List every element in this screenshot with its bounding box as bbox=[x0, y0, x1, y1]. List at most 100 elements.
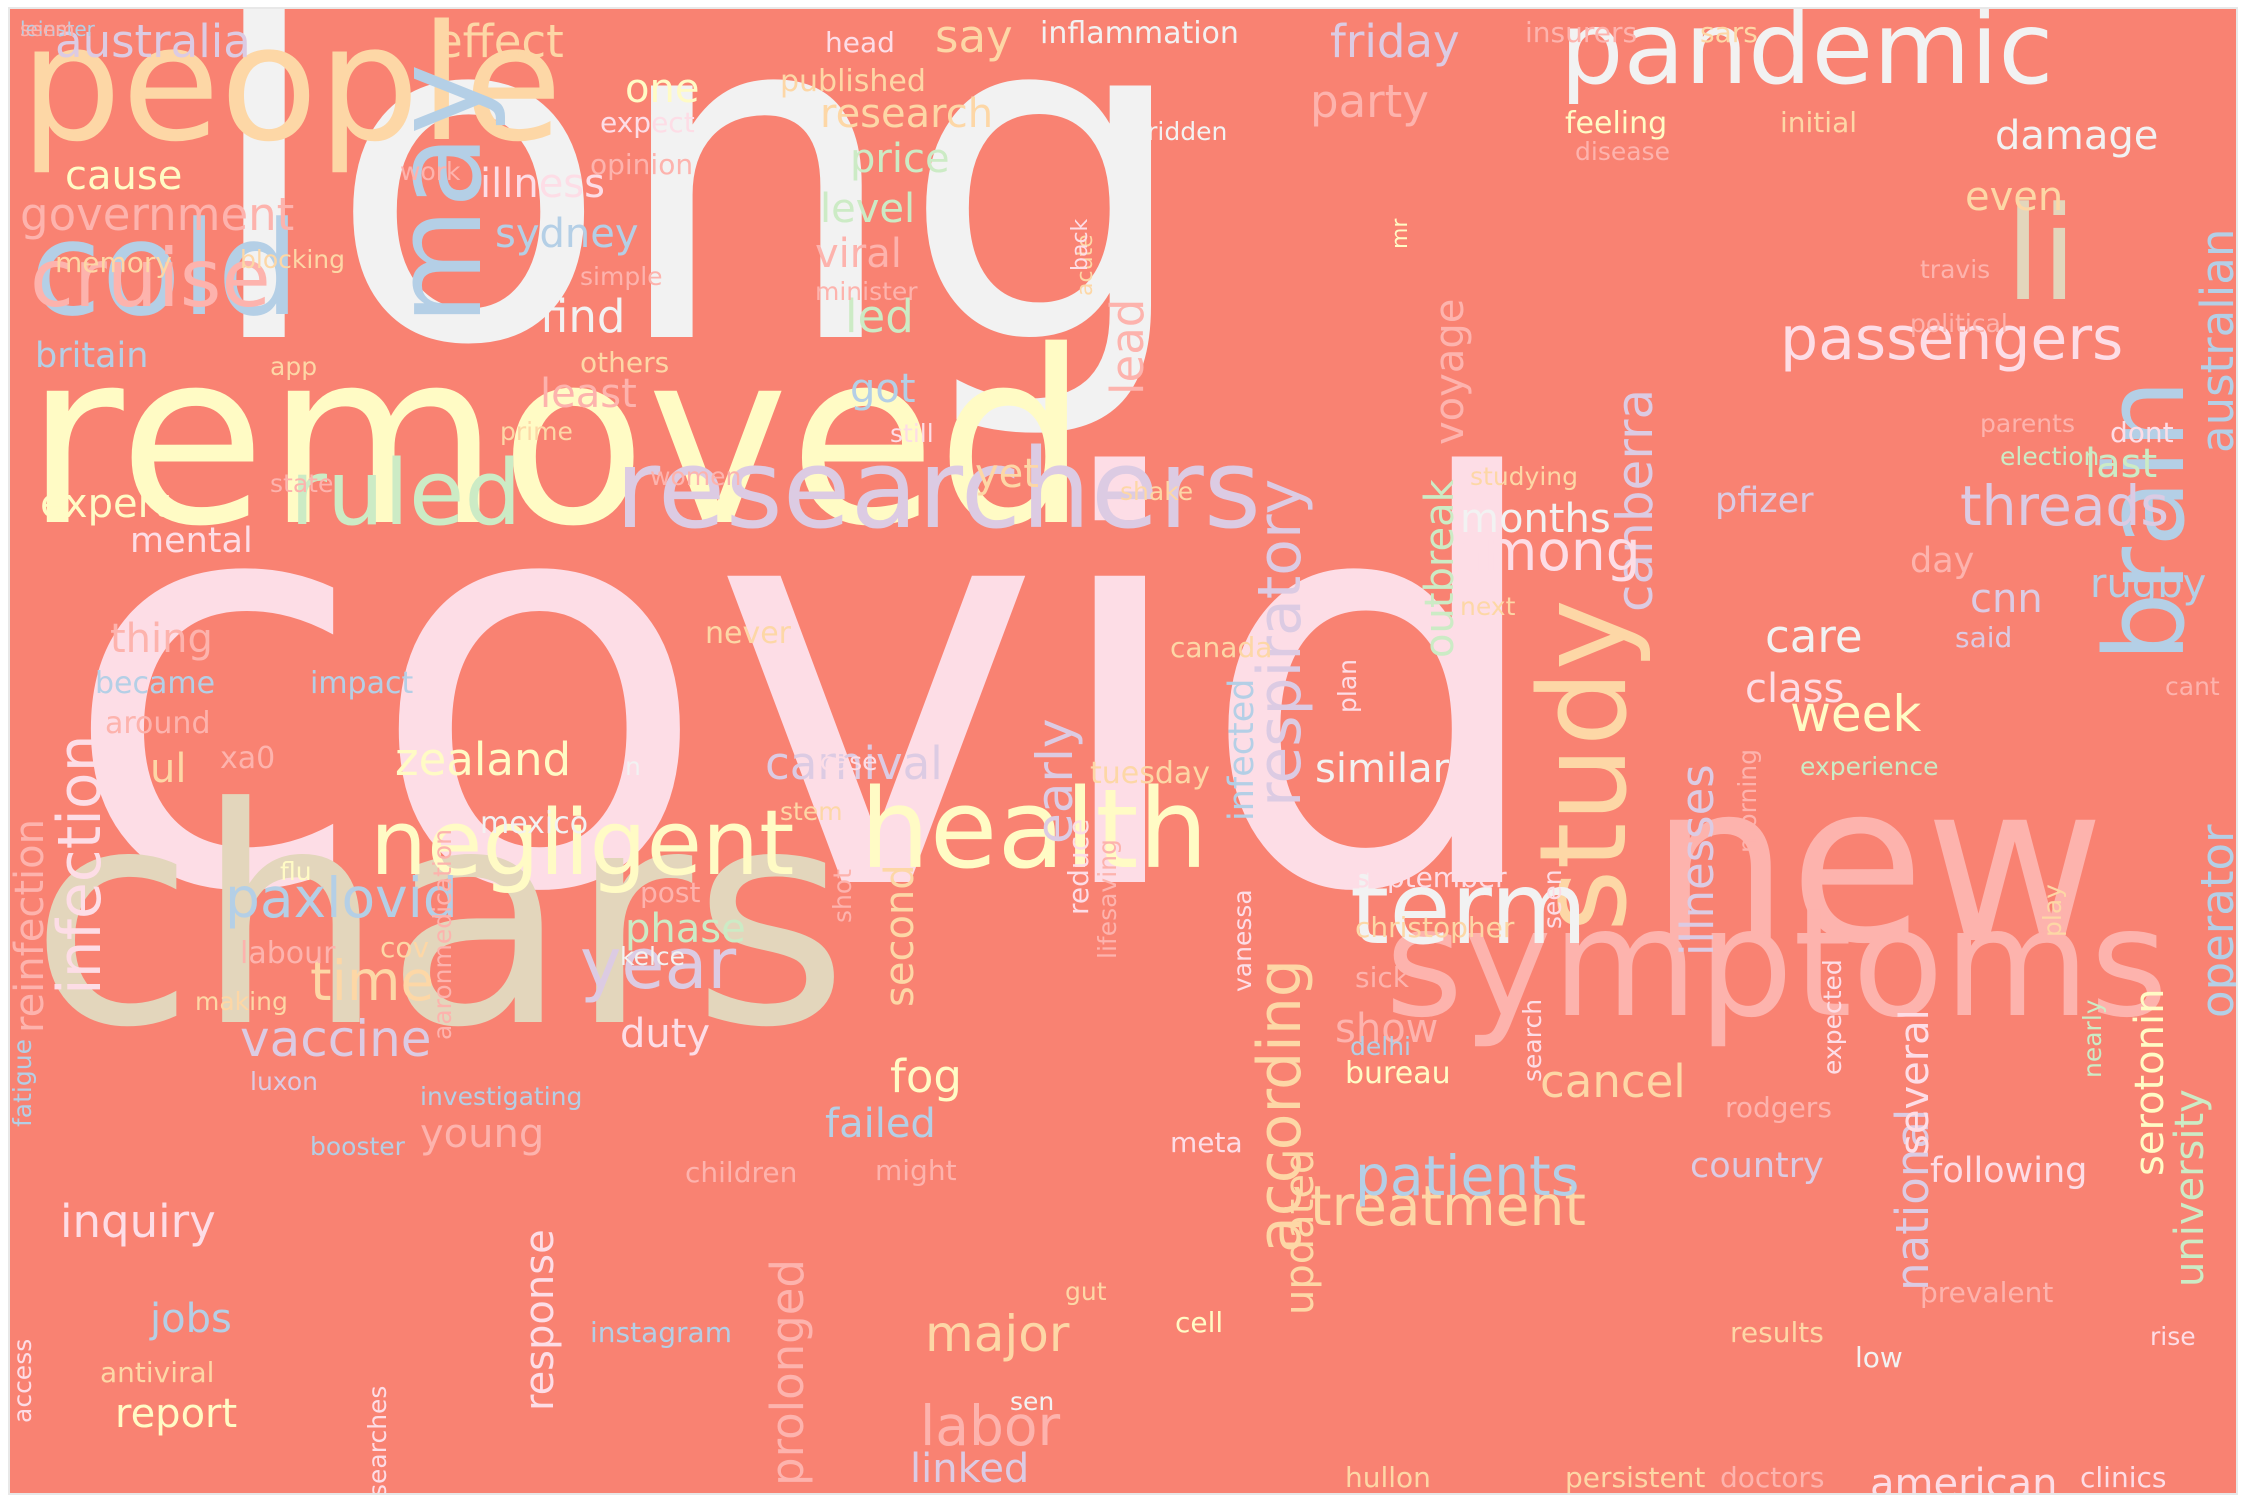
word-long: long bbox=[200, 7, 1193, 446]
word-mental: mental bbox=[130, 521, 253, 561]
word-one: one bbox=[625, 66, 700, 112]
word-new: new bbox=[1650, 736, 2105, 992]
word-stem: stem bbox=[780, 797, 843, 826]
word-sick: sick bbox=[1355, 961, 1409, 994]
word-experience: experience bbox=[1800, 752, 1939, 781]
word-illness: illness bbox=[480, 161, 605, 207]
word-making: making bbox=[195, 987, 288, 1016]
word-blocking: blocking bbox=[240, 245, 345, 274]
word-young: young bbox=[420, 1111, 545, 1157]
word-disease: disease bbox=[1575, 137, 1670, 166]
word-gut: gut bbox=[1065, 1277, 1107, 1306]
word-said: said bbox=[1955, 621, 2013, 654]
word-infected: infected bbox=[1222, 678, 1262, 821]
word-sars: sars bbox=[1700, 16, 1758, 49]
word-li: li bbox=[2005, 178, 2078, 330]
word-access: access bbox=[8, 1338, 37, 1423]
word-labor: labor bbox=[920, 1394, 1061, 1458]
word-next: next bbox=[1460, 592, 1516, 621]
word-political: political bbox=[1910, 309, 2008, 338]
word-sydney: sydney bbox=[495, 211, 639, 257]
word-fatigue: fatigue bbox=[8, 1039, 37, 1127]
word-opinion: opinion bbox=[590, 148, 694, 181]
word-expert: expert bbox=[40, 481, 170, 527]
word-post: post bbox=[640, 876, 701, 909]
word-christopher: christopher bbox=[1355, 911, 1515, 944]
word-never: never bbox=[705, 616, 792, 651]
word-threads: threads bbox=[1960, 474, 2169, 538]
word-lead: lead bbox=[1101, 298, 1154, 395]
word-seem: seem bbox=[20, 17, 75, 41]
word-state: state bbox=[270, 469, 334, 498]
word-expected: expected bbox=[1818, 959, 1847, 1075]
word-pfizer: pfizer bbox=[1715, 481, 1814, 521]
word-passengers: passengers bbox=[1780, 304, 2124, 374]
word-seen: seen bbox=[1538, 869, 1567, 929]
word-september: september bbox=[1355, 861, 1507, 894]
word-university: university bbox=[2167, 1089, 2213, 1287]
word-parents: parents bbox=[1980, 409, 2075, 438]
word-doctors: doctors bbox=[1720, 1461, 1825, 1494]
word-cloud: long covid removed chars new symptoms people pa… bbox=[8, 7, 2238, 1495]
word-simple: simple bbox=[580, 262, 663, 291]
word-australian: australian bbox=[2191, 228, 2238, 453]
word-others: others bbox=[580, 346, 670, 379]
word-ruled: ruled bbox=[290, 441, 522, 546]
word-find: find bbox=[540, 290, 626, 343]
word-even: even bbox=[1965, 174, 2064, 220]
word-antiviral: antiviral bbox=[100, 1356, 215, 1389]
word-yet: yet bbox=[975, 451, 1039, 497]
word-fog: fog bbox=[890, 1050, 962, 1103]
word-expect: expect bbox=[600, 106, 695, 139]
word-price: price bbox=[850, 136, 950, 182]
word-back: back bbox=[1068, 218, 1093, 271]
word-meta: meta bbox=[1170, 1126, 1243, 1159]
word-ul: ul bbox=[150, 746, 187, 792]
word-leinster: leinster bbox=[20, 17, 95, 41]
word-shake: shake bbox=[1120, 477, 1194, 506]
word-covid: covid bbox=[60, 363, 1553, 1015]
word-american: american bbox=[1870, 1461, 2058, 1495]
word-serotonin: serotonin bbox=[2127, 988, 2173, 1176]
word-cause: cause bbox=[65, 153, 183, 199]
word-patients: patients bbox=[1355, 1144, 1580, 1208]
word-party: party bbox=[1310, 75, 1429, 128]
word-might: might bbox=[875, 1154, 957, 1187]
word-research: research bbox=[820, 91, 994, 137]
word-carnival: carnival bbox=[765, 737, 943, 790]
word-impact: impact bbox=[310, 666, 414, 701]
word-results: results bbox=[1730, 1316, 1824, 1349]
word-studying: studying bbox=[1470, 462, 1578, 491]
word-kelce: kelce bbox=[620, 942, 686, 971]
word-inquiry: inquiry bbox=[60, 1195, 216, 1248]
word-cold: cold bbox=[30, 193, 300, 345]
word-election: election bbox=[2000, 442, 2100, 471]
word-lifesaving: lifesaving bbox=[1093, 839, 1122, 959]
word-initial: initial bbox=[1780, 106, 1857, 139]
word-symptoms: symptoms bbox=[1385, 877, 2169, 1051]
word-prime: prime bbox=[500, 417, 573, 446]
word-show: show bbox=[1335, 1006, 1439, 1052]
word-country: country bbox=[1690, 1146, 1824, 1186]
word-head: head bbox=[825, 26, 895, 59]
word-government: government bbox=[20, 188, 295, 241]
word-hullon: hullon bbox=[1345, 1461, 1431, 1494]
word-updated: updated bbox=[1277, 1148, 1323, 1315]
word-app: app bbox=[270, 352, 318, 381]
word-rodgers: rodgers bbox=[1725, 1091, 1832, 1124]
word-got: got bbox=[850, 366, 916, 412]
word-infection: infection bbox=[45, 734, 115, 995]
word-viral: viral bbox=[815, 231, 902, 277]
word-prolonged: prolonged bbox=[761, 1259, 814, 1486]
word-months: months bbox=[1460, 496, 1611, 542]
word-labour: labour bbox=[240, 936, 336, 971]
word-least: least bbox=[540, 371, 637, 417]
word-cell: cell bbox=[1175, 1306, 1224, 1339]
word-rugby: rugby bbox=[2090, 561, 2207, 607]
word-cant: cant bbox=[2165, 672, 2220, 701]
word-effect: effect bbox=[435, 15, 564, 68]
word-cnn: cnn bbox=[1970, 576, 2043, 622]
word-feeling: feeling bbox=[1565, 106, 1668, 141]
word-led: led bbox=[845, 290, 914, 343]
word-removed: removed bbox=[25, 299, 1089, 579]
